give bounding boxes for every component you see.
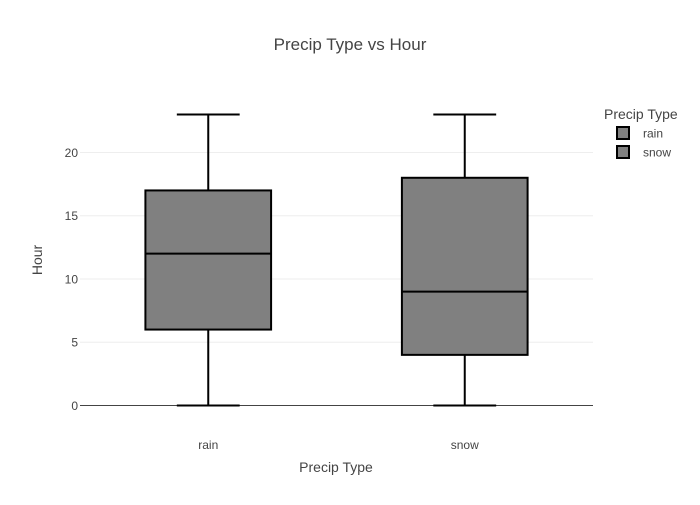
y-tick-label: 10: [65, 272, 79, 286]
y-tick-label: 0: [71, 399, 78, 413]
x-tick-label: rain: [198, 438, 218, 452]
legend-item-rain[interactable]: rain: [617, 127, 663, 141]
x-tick-label: snow: [451, 438, 479, 452]
y-tick-label: 5: [71, 336, 78, 350]
legend-label: rain: [643, 127, 663, 141]
y-axis-title: Hour: [29, 244, 45, 275]
chart-title: Precip Type vs Hour: [274, 35, 427, 54]
box-rain: [145, 115, 271, 406]
legend-swatch: [617, 146, 629, 158]
y-tick-label: 20: [65, 146, 79, 160]
legend: Precip Type rain snow: [604, 106, 678, 160]
boxes: [145, 115, 527, 406]
legend-item-snow[interactable]: snow: [617, 146, 671, 160]
y-tick-label: 15: [65, 209, 79, 223]
legend-title: Precip Type: [604, 106, 678, 122]
iqr-box: [145, 190, 271, 329]
legend-label: snow: [643, 146, 671, 160]
iqr-box: [402, 178, 528, 355]
box-snow: [402, 115, 528, 406]
legend-swatch: [617, 127, 629, 139]
x-axis-title: Precip Type: [299, 459, 373, 475]
